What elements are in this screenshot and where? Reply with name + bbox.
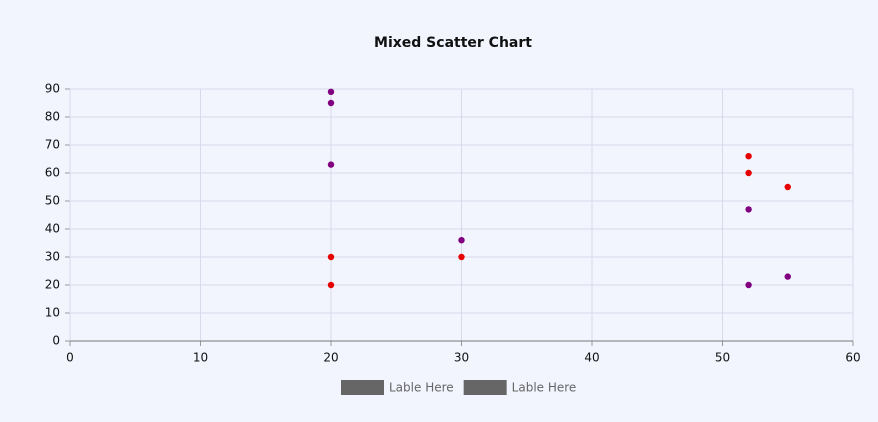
x-tick-label: 10 bbox=[193, 351, 208, 365]
legend-swatch bbox=[341, 380, 384, 395]
point bbox=[327, 161, 335, 168]
point bbox=[458, 253, 465, 261]
y-tick-label: 20 bbox=[45, 278, 60, 292]
x-tick-label: 0 bbox=[66, 351, 74, 365]
x-tick-label: 60 bbox=[845, 351, 860, 365]
y-tick-label: 0 bbox=[52, 334, 60, 348]
point bbox=[745, 169, 752, 177]
legend-label: Lable Here bbox=[512, 381, 577, 395]
y-tick-label: 60 bbox=[45, 166, 60, 180]
y-tick-label: 10 bbox=[45, 306, 60, 320]
chart-title: Mixed Scatter Chart bbox=[374, 35, 532, 51]
point bbox=[327, 281, 335, 289]
point bbox=[458, 237, 465, 244]
x-tick-label: 20 bbox=[323, 351, 338, 365]
y-tick-label: 30 bbox=[45, 250, 60, 264]
point bbox=[745, 281, 752, 289]
y-tick-label: 90 bbox=[45, 82, 60, 96]
x-tick-label: 40 bbox=[584, 351, 599, 365]
y-tick-label: 40 bbox=[45, 222, 60, 236]
point bbox=[745, 206, 752, 213]
x-tick-label: 30 bbox=[454, 351, 469, 365]
point bbox=[327, 88, 335, 96]
y-tick-label: 50 bbox=[45, 194, 60, 208]
point bbox=[327, 253, 335, 261]
y-tick-label: 70 bbox=[45, 138, 60, 152]
x-tick-label: 50 bbox=[715, 351, 730, 365]
point bbox=[327, 99, 335, 107]
point bbox=[784, 183, 791, 191]
legend-label: Lable Here bbox=[389, 381, 454, 395]
y-tick-label: 80 bbox=[45, 110, 60, 124]
point bbox=[745, 153, 752, 160]
point bbox=[784, 273, 791, 280]
legend-swatch bbox=[463, 380, 507, 395]
